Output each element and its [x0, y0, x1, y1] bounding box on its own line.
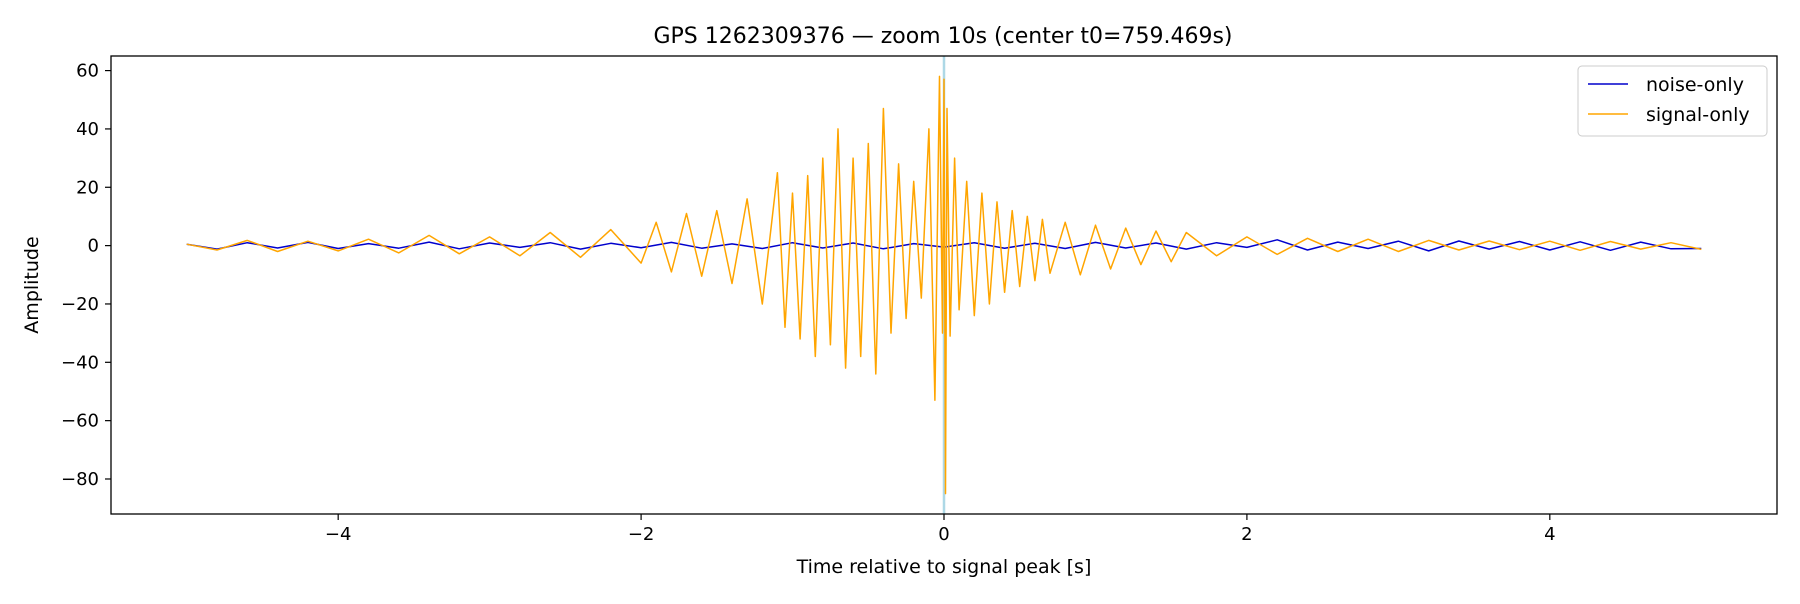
y-tick-label: 0: [88, 236, 99, 257]
y-tick-label: −40: [61, 352, 99, 373]
series-line-signal-only: [186, 75, 1702, 495]
x-tick-label: 0: [938, 524, 949, 545]
x-axis: −4 −2 0 2 4: [325, 514, 1556, 545]
x-tick-label: −2: [628, 524, 655, 545]
x-tick-label: 4: [1544, 524, 1555, 545]
legend-label-signal-only: signal-only: [1646, 104, 1750, 126]
y-tick-label: −60: [61, 411, 99, 432]
series-layer: [186, 75, 1702, 495]
chart-title: GPS 1262309376 — zoom 10s (center t0=759…: [653, 24, 1232, 49]
x-axis-label: Time relative to signal peak [s]: [796, 556, 1092, 578]
x-tick-label: −4: [325, 524, 352, 545]
legend-label-noise-only: noise-only: [1646, 74, 1744, 96]
y-tick-label: 20: [76, 177, 99, 198]
legend: noise-only signal-only: [1577, 65, 1768, 137]
x-tick-label: 2: [1241, 524, 1252, 545]
y-tick-label: 60: [76, 61, 99, 82]
y-tick-label: 40: [76, 119, 99, 140]
y-tick-label: −20: [61, 294, 99, 315]
y-axis: −80 −60 −40 −20 0 20 40 60: [61, 61, 111, 490]
y-axis-label: Amplitude: [21, 236, 43, 333]
y-tick-label: −80: [61, 469, 99, 490]
